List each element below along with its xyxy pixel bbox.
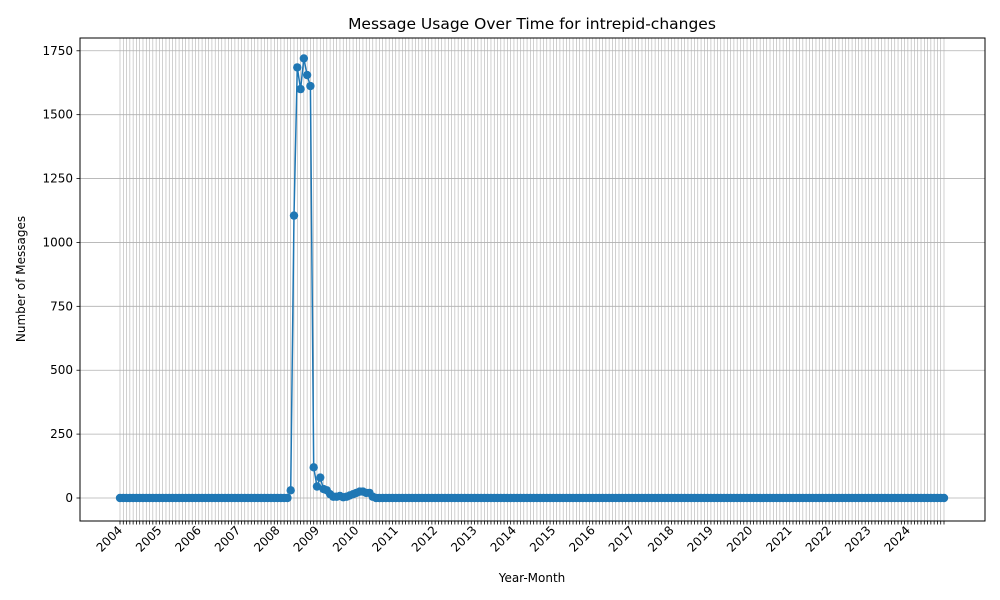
y-tick-label: 0 <box>65 491 73 505</box>
data-point <box>299 54 309 63</box>
data-point <box>939 493 949 503</box>
data-point <box>312 482 322 491</box>
x-axis-label: Year-Month <box>498 571 566 585</box>
y-axis: 0 250 500 750 1000 1250 1500 1750 <box>42 44 80 505</box>
series-message-count <box>115 54 949 503</box>
y-axis-label: Number of Messages <box>14 216 28 342</box>
y-tick-label: 500 <box>50 363 73 377</box>
y-tick-label: 1500 <box>42 108 73 122</box>
data-point <box>283 493 292 503</box>
vertical-grid <box>119 38 945 521</box>
y-tick-label: 1250 <box>42 172 73 186</box>
data-point <box>286 486 295 495</box>
y-tick-label: 250 <box>50 427 73 441</box>
data-point <box>302 70 312 80</box>
plot-frame <box>79 37 986 522</box>
data-point <box>306 81 315 91</box>
data-point <box>316 473 325 482</box>
data-point <box>296 84 305 94</box>
y-tick-label: 750 <box>50 299 73 313</box>
y-tick-label: 1000 <box>42 235 73 249</box>
chart-title: Message Usage Over Time for intrepid-cha… <box>348 15 716 33</box>
y-tick-label: 1750 <box>42 44 73 58</box>
data-point <box>289 211 299 220</box>
data-point <box>309 463 318 472</box>
data-point <box>293 63 302 72</box>
